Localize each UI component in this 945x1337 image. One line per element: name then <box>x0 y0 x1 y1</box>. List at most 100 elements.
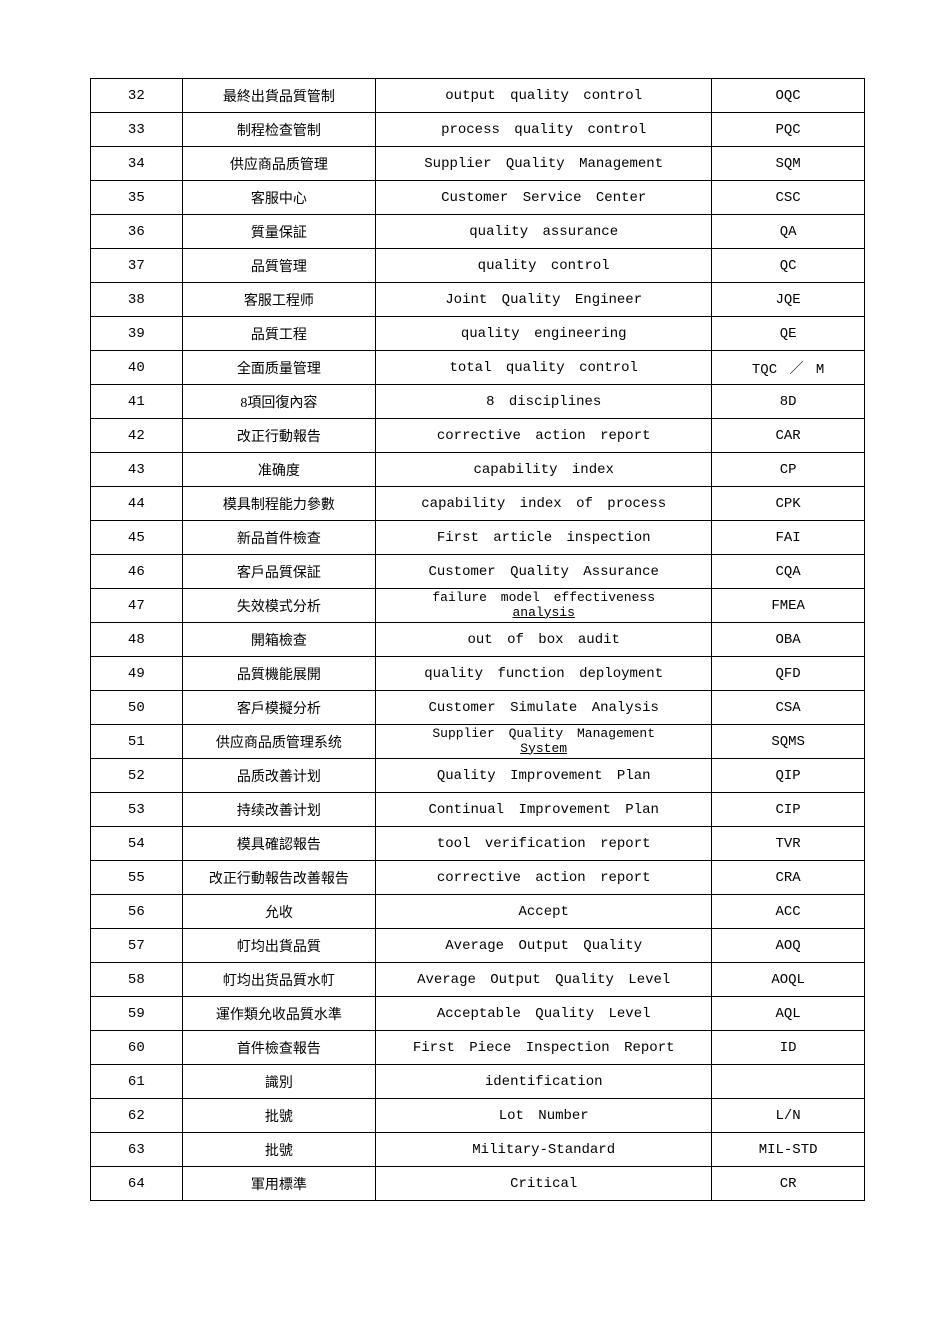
cell-english: Military-Standard <box>376 1133 712 1167</box>
table-row: 59運作類允收品質水準Acceptable Quality LevelAQL <box>91 997 865 1031</box>
cell-number: 61 <box>91 1065 183 1099</box>
cell-english: identification <box>376 1065 712 1099</box>
cell-english: quality function deployment <box>376 657 712 691</box>
table-row: 63批號Military-StandardMIL-STD <box>91 1133 865 1167</box>
cell-english: capability index of process <box>376 487 712 521</box>
cell-chinese: 新品首件檢查 <box>182 521 376 555</box>
cell-abbr: TVR <box>712 827 865 861</box>
cell-number: 37 <box>91 249 183 283</box>
cell-english-line2: analysis <box>380 606 707 620</box>
cell-number: 62 <box>91 1099 183 1133</box>
table-row: 58帄均出货品質水帄Average Output Quality LevelAO… <box>91 963 865 997</box>
cell-number: 54 <box>91 827 183 861</box>
cell-english: quality control <box>376 249 712 283</box>
cell-abbr: CQA <box>712 555 865 589</box>
cell-abbr: AOQ <box>712 929 865 963</box>
table-row: 34供应商品质管理Supplier Quality ManagementSQM <box>91 147 865 181</box>
table-row: 48開箱檢查out of box auditOBA <box>91 623 865 657</box>
cell-abbr: CSC <box>712 181 865 215</box>
table-row: 46客戶品質保証Customer Quality AssuranceCQA <box>91 555 865 589</box>
cell-number: 36 <box>91 215 183 249</box>
cell-chinese: 制程检查管制 <box>182 113 376 147</box>
cell-english: 8 disciplines <box>376 385 712 419</box>
cell-chinese: 客戶模擬分析 <box>182 691 376 725</box>
cell-abbr: MIL-STD <box>712 1133 865 1167</box>
cell-number: 58 <box>91 963 183 997</box>
cell-abbr <box>712 1065 865 1099</box>
cell-number: 57 <box>91 929 183 963</box>
cell-chinese: 軍用標準 <box>182 1167 376 1201</box>
cell-english: Customer Simulate Analysis <box>376 691 712 725</box>
cell-number: 64 <box>91 1167 183 1201</box>
cell-number: 34 <box>91 147 183 181</box>
cell-english: total quality control <box>376 351 712 385</box>
cell-english: tool verification report <box>376 827 712 861</box>
cell-number: 56 <box>91 895 183 929</box>
cell-english: capability index <box>376 453 712 487</box>
cell-chinese: 運作類允收品質水準 <box>182 997 376 1031</box>
table-row: 32最終出貨品質管制output quality controlOQC <box>91 79 865 113</box>
table-row: 39品質工程quality engineeringQE <box>91 317 865 351</box>
cell-number: 41 <box>91 385 183 419</box>
table-row: 38客服工程师Joint Quality EngineerJQE <box>91 283 865 317</box>
cell-number: 42 <box>91 419 183 453</box>
cell-number: 51 <box>91 725 183 759</box>
cell-abbr: 8D <box>712 385 865 419</box>
cell-abbr: QE <box>712 317 865 351</box>
cell-number: 59 <box>91 997 183 1031</box>
cell-abbr: ACC <box>712 895 865 929</box>
cell-chinese: 失效模式分析 <box>182 589 376 623</box>
table-row: 54模具確認報告tool verification reportTVR <box>91 827 865 861</box>
cell-abbr: CAR <box>712 419 865 453</box>
table-row: 55改正行動報告改善報告corrective action reportCRA <box>91 861 865 895</box>
cell-english: Lot Number <box>376 1099 712 1133</box>
cell-chinese: 全面质量管理 <box>182 351 376 385</box>
table-row: 62批號Lot NumberL/N <box>91 1099 865 1133</box>
cell-number: 45 <box>91 521 183 555</box>
cell-chinese: 准确度 <box>182 453 376 487</box>
cell-number: 50 <box>91 691 183 725</box>
cell-chinese: 批號 <box>182 1099 376 1133</box>
cell-number: 48 <box>91 623 183 657</box>
table-row: 49品質機能展開quality function deploymentQFD <box>91 657 865 691</box>
cell-abbr: OQC <box>712 79 865 113</box>
cell-english: Acceptable Quality Level <box>376 997 712 1031</box>
cell-chinese: 模具確認報告 <box>182 827 376 861</box>
cell-chinese: 最終出貨品質管制 <box>182 79 376 113</box>
cell-english: Continual Improvement Plan <box>376 793 712 827</box>
cell-english: Average Output Quality <box>376 929 712 963</box>
table-row: 418項回復內容8 disciplines8D <box>91 385 865 419</box>
cell-number: 53 <box>91 793 183 827</box>
cell-chinese: 首件檢查報告 <box>182 1031 376 1065</box>
cell-number: 32 <box>91 79 183 113</box>
cell-abbr: CP <box>712 453 865 487</box>
cell-abbr: SQM <box>712 147 865 181</box>
cell-chinese: 帄均出货品質水帄 <box>182 963 376 997</box>
cell-number: 33 <box>91 113 183 147</box>
cell-chinese: 帄均出貨品質 <box>182 929 376 963</box>
cell-english: output quality control <box>376 79 712 113</box>
table-row: 40全面质量管理total quality controlTQC ／ M <box>91 351 865 385</box>
table-row: 47失效模式分析failure model effectivenessanaly… <box>91 589 865 623</box>
table-row: 42改正行動報告corrective action reportCAR <box>91 419 865 453</box>
cell-abbr: QFD <box>712 657 865 691</box>
table-row: 36質量保証quality assuranceQA <box>91 215 865 249</box>
cell-english-line1: failure model effectiveness <box>380 591 707 605</box>
cell-chinese: 品質工程 <box>182 317 376 351</box>
table-row: 57帄均出貨品質Average Output QualityAOQ <box>91 929 865 963</box>
cell-chinese: 允收 <box>182 895 376 929</box>
table-row: 56允收AcceptACC <box>91 895 865 929</box>
cell-english: Average Output Quality Level <box>376 963 712 997</box>
cell-english: Supplier Quality Management <box>376 147 712 181</box>
cell-chinese: 開箱檢查 <box>182 623 376 657</box>
table-row: 37品質管理quality controlQC <box>91 249 865 283</box>
cell-english: First article inspection <box>376 521 712 555</box>
cell-number: 38 <box>91 283 183 317</box>
table-row: 51供应商品质管理系统Supplier Quality ManagementSy… <box>91 725 865 759</box>
cell-number: 60 <box>91 1031 183 1065</box>
cell-chinese: 品質管理 <box>182 249 376 283</box>
cell-chinese: 持续改善计划 <box>182 793 376 827</box>
cell-english: out of box audit <box>376 623 712 657</box>
cell-abbr: SQMS <box>712 725 865 759</box>
cell-english: Customer Service Center <box>376 181 712 215</box>
